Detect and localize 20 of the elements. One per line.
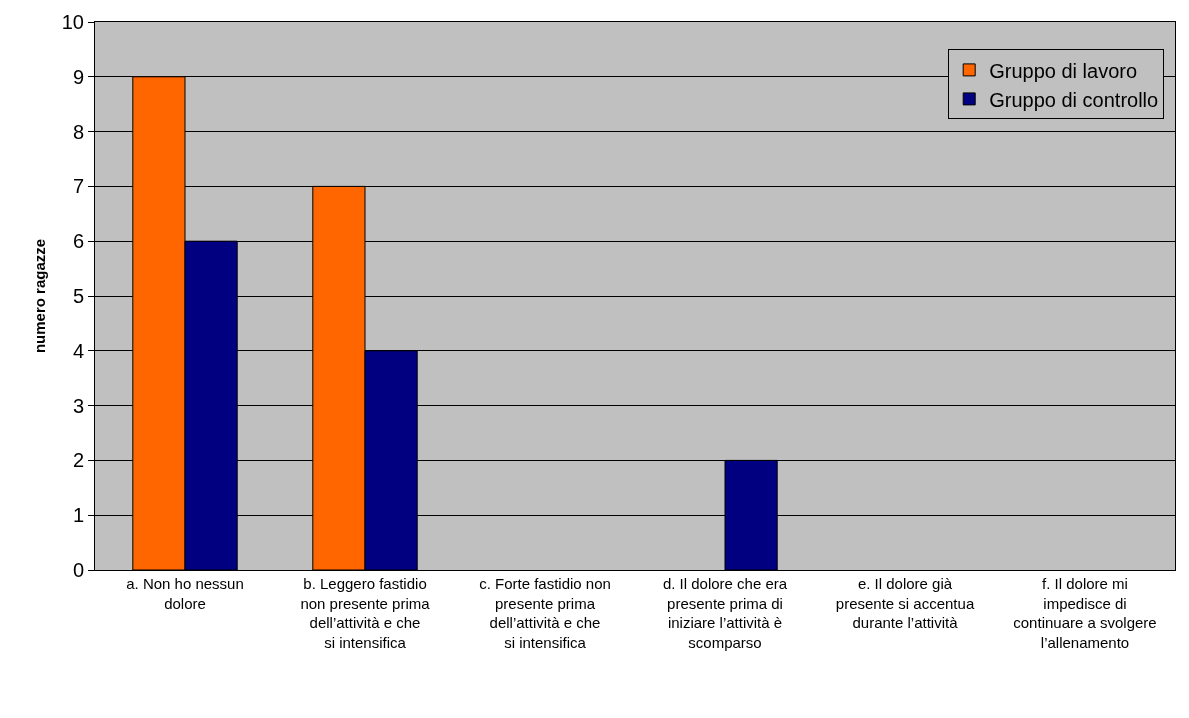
y-axis-title: numero ragazze bbox=[31, 238, 48, 354]
x-tick-label: d. Il dolore che era presente prima di iniziare l’attività è scomparso bbox=[662, 575, 788, 651]
y-tick-label: 5 bbox=[72, 285, 84, 307]
x-tick-label: c. Forte fastidio non presente prima dell’attività e che si intensifica bbox=[479, 575, 611, 651]
x-tick-label: b. Leggero fastidio non presente prima dell’attività e che si intensifica bbox=[300, 575, 431, 651]
x-tick-label: a. Non ho nessun dolore bbox=[126, 575, 244, 612]
legend-label: Gruppo di controllo bbox=[989, 88, 1159, 111]
y-tick-label: 10 bbox=[61, 11, 84, 33]
y-tick-label: 9 bbox=[72, 65, 84, 88]
x-tick-label: e. Il dolore già presente si accentua durante l’attività bbox=[835, 575, 975, 631]
y-tick-label: 3 bbox=[72, 394, 84, 417]
y-tick-label: 4 bbox=[72, 339, 84, 362]
y-tick-label: 8 bbox=[72, 120, 84, 143]
y-tick-label: 7 bbox=[72, 175, 84, 198]
y-tick-label: 2 bbox=[72, 449, 84, 472]
y-tick-label: 1 bbox=[72, 504, 84, 527]
legend-label: Gruppo di lavoro bbox=[989, 59, 1138, 82]
y-tick-label: 0 bbox=[72, 559, 84, 581]
x-tick-label: f. Il dolore mi impedisce di continuare a svolgere l’allenamento bbox=[1013, 575, 1157, 651]
y-tick-label: 6 bbox=[72, 230, 84, 253]
